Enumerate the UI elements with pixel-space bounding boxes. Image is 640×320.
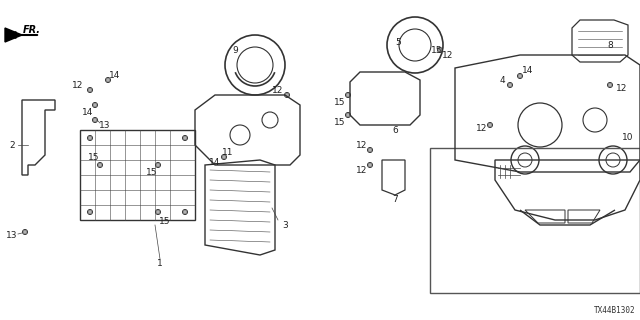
Text: 15: 15 [334,98,346,107]
Text: 13: 13 [6,230,18,239]
Text: 12: 12 [272,85,284,94]
Text: 12: 12 [476,124,488,132]
Text: 12: 12 [72,81,84,90]
Text: 6: 6 [392,125,398,134]
Text: 11: 11 [222,148,234,156]
Bar [80,130,195,220]
Text: 15: 15 [147,167,157,177]
Text: 14: 14 [209,157,221,166]
Text: 10: 10 [622,132,634,141]
Text: 9: 9 [232,45,238,54]
Text: 2: 2 [9,140,15,149]
Text: 15: 15 [159,218,171,227]
Text: 15: 15 [334,117,346,126]
Text: 15: 15 [431,45,443,54]
Text: 8: 8 [607,41,613,50]
Text: 1: 1 [157,259,163,268]
Text: 14: 14 [109,70,121,79]
Text: 4: 4 [499,76,505,84]
Text: 15: 15 [88,153,100,162]
Text: 12: 12 [356,140,368,149]
Bar [430,148,640,293]
Text: 13: 13 [99,121,111,130]
Text: 12: 12 [616,84,628,92]
Text: TX44B1302: TX44B1302 [594,306,636,315]
Text: 7: 7 [392,196,398,204]
Text: 12: 12 [442,51,454,60]
Polygon shape [5,28,22,42]
Text: 5: 5 [395,37,401,46]
Text: 14: 14 [522,66,534,75]
Text: 12: 12 [356,165,368,174]
Text: FR.: FR. [23,25,41,35]
Text: 14: 14 [83,108,93,116]
Text: 3: 3 [282,220,288,229]
